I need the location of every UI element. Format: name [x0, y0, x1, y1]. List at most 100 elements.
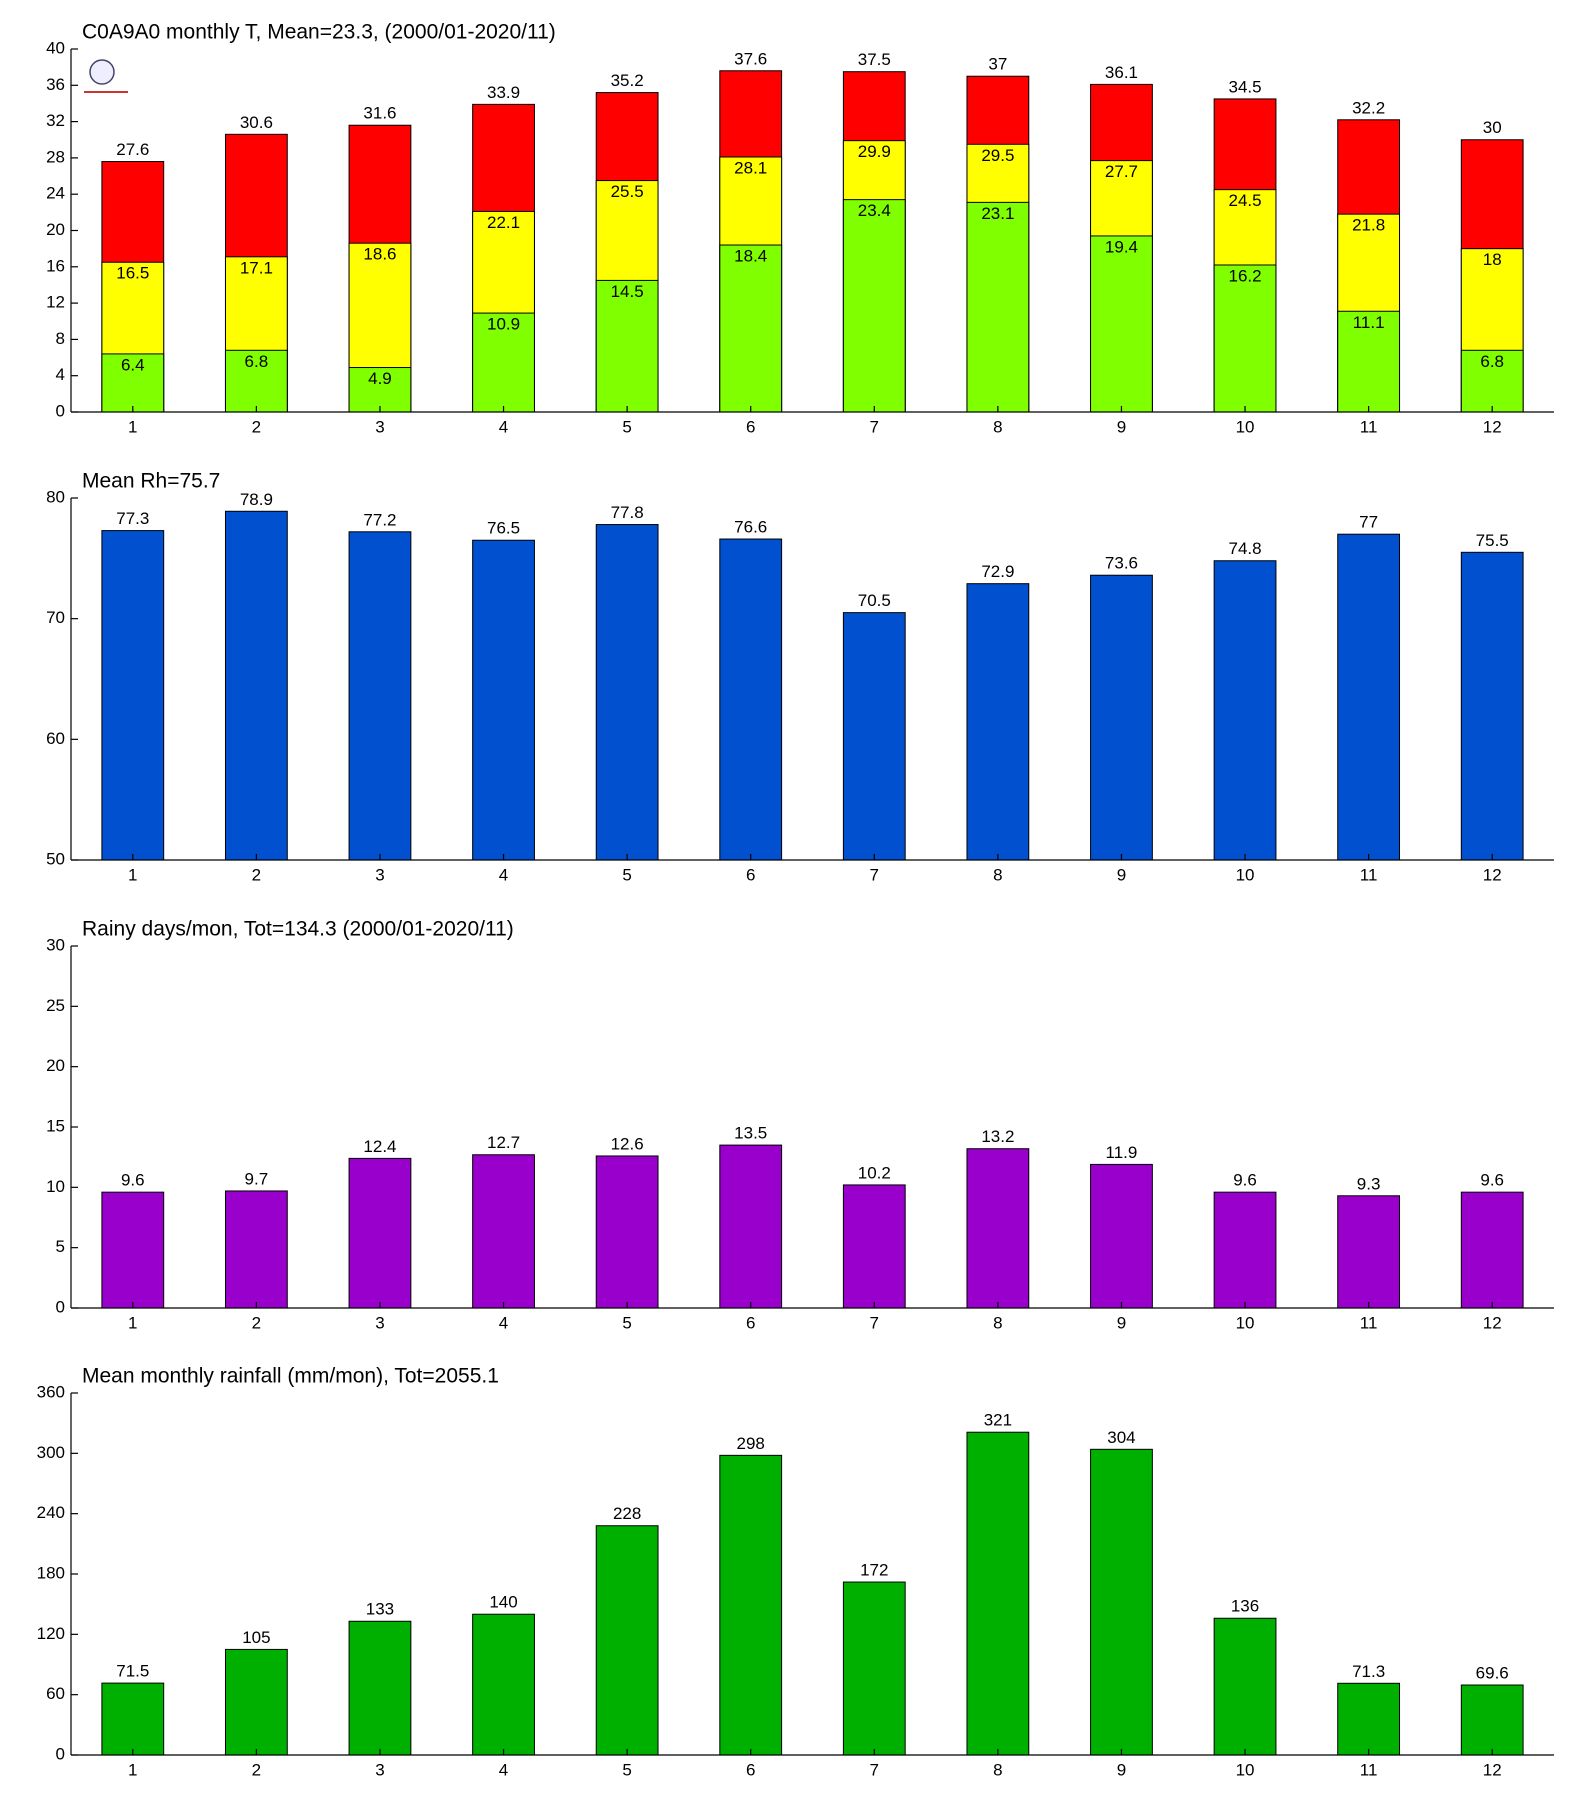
data-label: 27.7	[1105, 162, 1138, 181]
x-tick-label: 2	[252, 417, 261, 436]
y-tick-label: 180	[37, 1563, 65, 1582]
data-label: 70.5	[858, 591, 891, 610]
x-tick-label: 1	[128, 1313, 137, 1332]
data-label: 12.4	[363, 1137, 396, 1156]
y-tick-label: 120	[37, 1624, 65, 1643]
data-label: 35.2	[611, 71, 644, 90]
data-label: 78.9	[240, 490, 273, 509]
y-tick-label: 25	[46, 996, 65, 1015]
data-label: 77.2	[363, 510, 396, 529]
data-label: 31.6	[363, 104, 396, 123]
x-tick-label: 12	[1483, 1760, 1502, 1779]
x-tick-label: 8	[993, 417, 1002, 436]
bar	[1090, 1163, 1153, 1309]
data-label: 33.9	[487, 83, 520, 102]
data-label: 77.3	[116, 509, 149, 528]
x-tick-label: 10	[1236, 1760, 1255, 1779]
data-label: 9.3	[1357, 1174, 1381, 1193]
bar	[1090, 1448, 1153, 1756]
bar	[1460, 1684, 1524, 1756]
data-label: 6.4	[121, 355, 145, 374]
data-label: 228	[613, 1504, 641, 1523]
bar	[595, 1155, 659, 1309]
data-label: 18.4	[734, 247, 767, 266]
x-tick-label: 8	[993, 1760, 1002, 1779]
data-label: 133	[366, 1600, 394, 1619]
chart-title: C0A9A0 monthly T, Mean=23.3, (2000/01-20…	[82, 21, 556, 44]
x-tick-label: 8	[993, 865, 1002, 884]
y-tick-label: 300	[37, 1443, 65, 1462]
x-tick-label: 2	[252, 1760, 261, 1779]
x-tick-label: 1	[128, 1760, 137, 1779]
bar	[595, 1525, 659, 1756]
data-label: 12.7	[487, 1133, 520, 1152]
data-label: 77	[1359, 513, 1378, 532]
bar	[101, 353, 165, 413]
x-tick-label: 10	[1236, 865, 1255, 884]
data-label: 14.5	[611, 282, 644, 301]
y-tick-label: 0	[56, 1297, 65, 1316]
data-label: 11.9	[1106, 1143, 1138, 1162]
data-label: 11.1	[1353, 313, 1385, 332]
x-tick-label: 11	[1360, 417, 1378, 436]
bar	[348, 1157, 412, 1309]
y-tick-label: 0	[56, 1744, 65, 1763]
x-tick-label: 1	[128, 865, 137, 884]
data-label: 9.6	[1480, 1171, 1504, 1190]
x-tick-label: 10	[1236, 417, 1255, 436]
data-label: 69.6	[1476, 1663, 1509, 1682]
bar	[966, 201, 1030, 413]
x-tick-label: 12	[1483, 417, 1502, 436]
bar	[1213, 560, 1277, 861]
chart-title: Mean monthly rainfall (mm/mon), Tot=2055…	[82, 1365, 499, 1388]
data-label: 76.5	[487, 519, 520, 538]
x-tick-label: 3	[375, 417, 384, 436]
y-tick-label: 36	[46, 75, 65, 94]
x-tick-label: 5	[622, 1760, 631, 1779]
bar	[595, 524, 659, 861]
x-tick-label: 4	[499, 1760, 508, 1779]
data-label: 321	[984, 1411, 1012, 1430]
data-label: 32.2	[1352, 98, 1385, 117]
bar	[719, 1454, 783, 1756]
x-tick-label: 4	[499, 1313, 508, 1332]
x-tick-label: 4	[499, 417, 508, 436]
data-label: 22.1	[487, 213, 520, 232]
data-label: 18.6	[363, 245, 396, 264]
chart-title: Mean Rh=75.7	[82, 470, 220, 493]
data-label: 72.9	[981, 562, 1014, 581]
data-label: 6.8	[245, 352, 269, 371]
x-tick-label: 11	[1360, 1313, 1378, 1332]
data-label: 71.3	[1352, 1662, 1385, 1681]
bar	[1090, 574, 1153, 861]
bar	[472, 1613, 535, 1756]
data-label: 74.8	[1228, 539, 1261, 558]
y-tick-label: 60	[46, 1684, 65, 1703]
bar	[1460, 1191, 1524, 1309]
y-tick-label: 60	[46, 729, 65, 748]
x-tick-label: 12	[1483, 865, 1502, 884]
data-label: 29.9	[858, 142, 891, 161]
bar	[1337, 1195, 1401, 1309]
x-tick-label: 9	[1117, 865, 1126, 884]
bar	[224, 510, 288, 861]
y-tick-label: 20	[46, 220, 65, 239]
x-tick-label: 7	[870, 1313, 879, 1332]
data-label: 172	[860, 1561, 888, 1580]
x-tick-label: 12	[1483, 1313, 1502, 1332]
x-tick-label: 7	[870, 1760, 879, 1779]
x-tick-label: 9	[1117, 1313, 1126, 1332]
y-tick-label: 16	[46, 256, 65, 275]
logo	[84, 59, 128, 93]
y-tick-label: 8	[56, 329, 65, 348]
x-tick-label: 9	[1117, 417, 1126, 436]
bar	[1337, 310, 1401, 413]
y-tick-label: 28	[46, 147, 65, 166]
x-tick-label: 6	[746, 1760, 755, 1779]
y-tick-label: 80	[46, 487, 65, 506]
bar	[842, 199, 906, 413]
data-label: 9.7	[245, 1169, 269, 1188]
data-label: 10.2	[858, 1163, 891, 1182]
